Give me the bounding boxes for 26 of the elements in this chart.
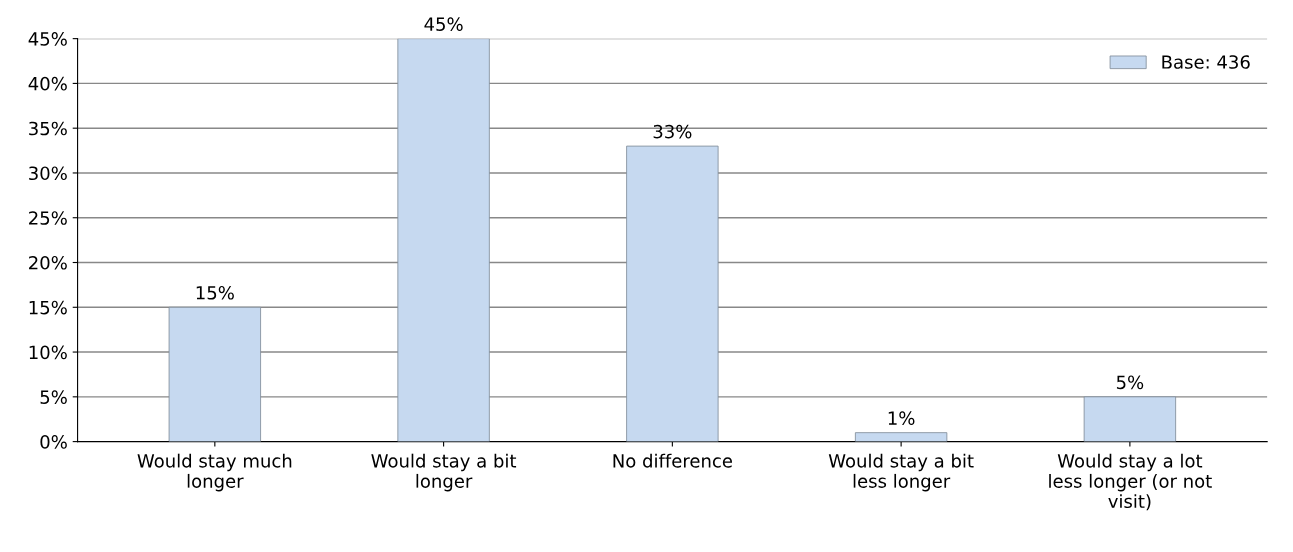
x-tick-label: Would stay much longer	[137, 453, 292, 492]
x-tick-label: Would stay a bit less longer	[828, 453, 974, 492]
x-tick-label: Would stay a lot less longer (or not visit)	[1049, 453, 1212, 511]
bar	[1083, 396, 1177, 442]
data-label: 33%	[653, 124, 692, 139]
y-tick-label: 5%	[40, 390, 67, 404]
y-tick-label: 10%	[29, 345, 67, 360]
data-label: 15%	[196, 285, 234, 300]
data-label: 5%	[1116, 375, 1144, 390]
y-tick-label: 20%	[29, 255, 67, 270]
bar	[854, 432, 948, 442]
bar	[397, 38, 490, 442]
y-tick-label: 25%	[29, 211, 67, 225]
bar	[168, 306, 262, 442]
data-label: 45%	[424, 17, 463, 31]
y-tick-label: 0%	[40, 435, 67, 449]
y-tick-label: 30%	[29, 166, 67, 181]
bar	[626, 145, 719, 442]
y-tick-label: 40%	[28, 76, 67, 91]
x-tick-label: Would stay a bit longer	[371, 453, 517, 492]
legend-label: Base: 436	[1162, 55, 1250, 69]
y-tick-label: 35%	[29, 121, 67, 136]
y-tick-label: 45%	[28, 32, 67, 46]
y-tick-label: 15%	[29, 300, 67, 315]
x-tick-label: No difference	[613, 453, 732, 468]
data-label: 1%	[888, 411, 915, 425]
